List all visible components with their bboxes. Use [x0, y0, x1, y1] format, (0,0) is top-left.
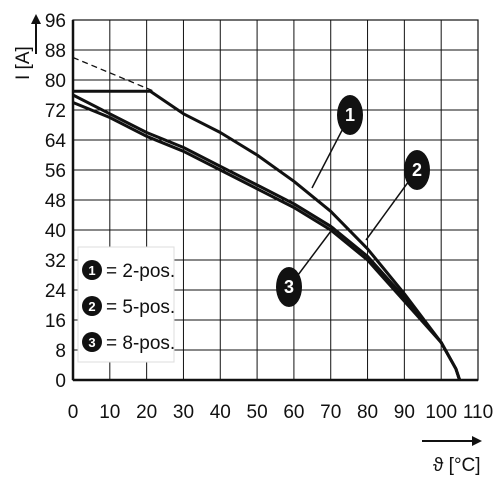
legend-badge-label-2: 2 [88, 299, 95, 314]
x-tick-label: 110 [463, 402, 493, 423]
marker-label-1: 1 [345, 105, 355, 125]
y-tick-label: 40 [45, 221, 66, 242]
marker-badge-1 [337, 95, 363, 135]
y-tick-label: 8 [55, 341, 66, 362]
marker-badge-3 [276, 267, 302, 307]
series-markers: 1 2 3 [276, 95, 430, 307]
x-axis-label: ϑ [°C] [433, 455, 481, 476]
x-tick-label: 80 [357, 402, 378, 423]
y-tick-label: 56 [45, 161, 66, 182]
marker-label-3: 3 [284, 277, 294, 297]
y-tick-label: 80 [45, 71, 66, 92]
x-tick-label: 10 [99, 402, 120, 423]
legend-badge-1 [82, 260, 102, 280]
x-tick-label: 50 [247, 402, 268, 423]
y-tick-label: 88 [45, 41, 66, 62]
legend-entry-2: = 5-pos. [106, 297, 175, 318]
y-axis-label-group: I [A] [13, 14, 41, 80]
y-tick-label: 32 [45, 251, 66, 272]
y-tick-label: 72 [45, 101, 66, 122]
series-line-3 [72, 101, 462, 381]
reference-line [72, 56, 155, 92]
legend-badge-2 [82, 296, 102, 316]
marker-label-2: 2 [412, 160, 422, 180]
marker-badge-2 [404, 150, 430, 190]
y-tick-labels: 0 8 16 24 32 40 48 56 64 72 80 88 96 [45, 11, 67, 392]
y-tick-label: 0 [55, 371, 66, 392]
legend-badge-label-3: 3 [88, 335, 95, 350]
x-tick-label: 90 [394, 402, 415, 423]
y-tick-label: 96 [45, 11, 66, 32]
y-tick-label: 16 [45, 311, 66, 332]
x-tick-label: 20 [136, 402, 157, 423]
legend-badge-3 [82, 332, 102, 352]
series-lines [72, 89, 462, 381]
x-tick-label: 30 [173, 402, 194, 423]
y-axis-label: I [A] [13, 46, 34, 80]
x-axis-arrow-head [472, 436, 482, 446]
y-tick-label: 48 [45, 191, 66, 212]
x-tick-labels: 0 10 20 30 40 50 60 70 80 90 100 110 [68, 402, 493, 423]
x-tick-label: 0 [68, 402, 79, 423]
dashed-reference-line [72, 56, 155, 92]
x-tick-label: 60 [283, 402, 304, 423]
legend: 1 = 2-pos. 2 = 5-pos. 3 = 8-pos. [77, 246, 175, 363]
legend-entry-3: = 8-pos. [106, 333, 175, 354]
legend-entry-1: = 2-pos. [106, 261, 175, 282]
x-axis-label-group: ϑ [°C] [422, 436, 482, 476]
x-tick-label: 70 [320, 402, 341, 423]
x-tick-label: 100 [425, 402, 457, 423]
y-axis-arrow-head [31, 14, 41, 24]
legend-badge-label-1: 1 [88, 263, 95, 278]
x-tick-label: 40 [210, 402, 231, 423]
y-tick-label: 24 [45, 281, 67, 302]
y-tick-label: 64 [45, 131, 67, 152]
